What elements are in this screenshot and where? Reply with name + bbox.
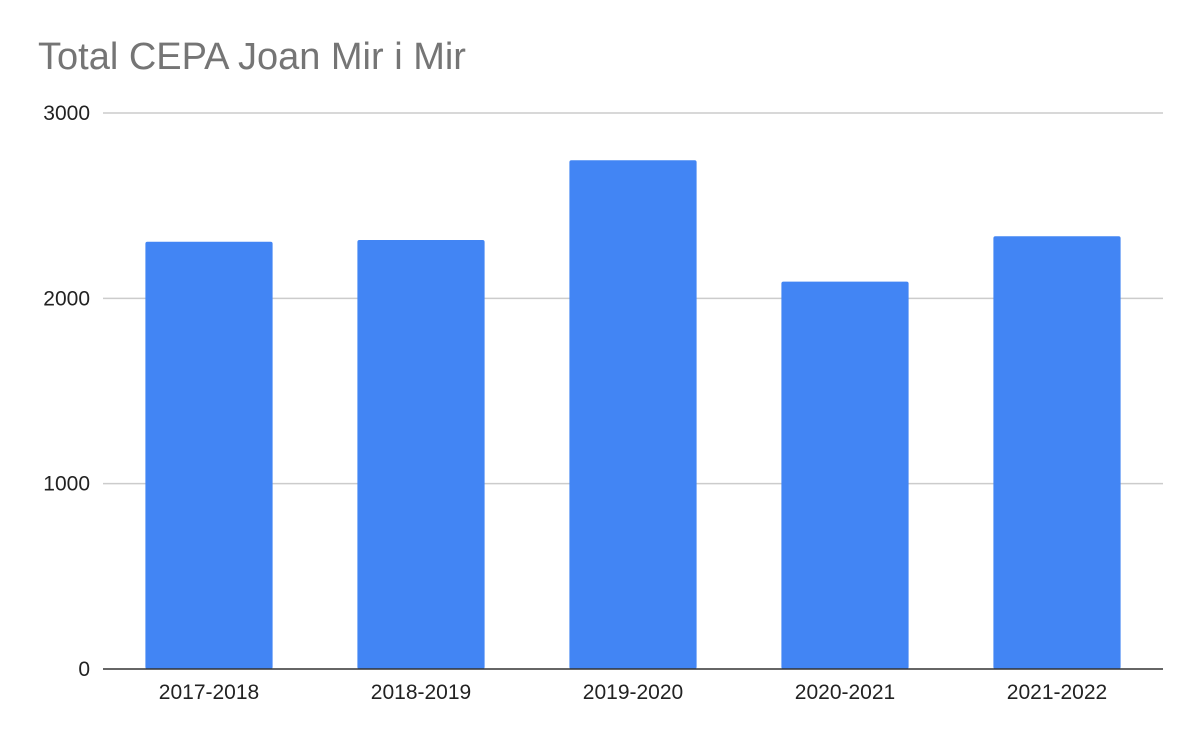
x-axis-ticks: 2017-2018 2018-2019 2019-2020 2020-2021 2021… <box>159 681 1107 704</box>
bars <box>145 160 1121 669</box>
y-tick-label: 3000 <box>43 102 90 125</box>
x-tick-label: 2019-2020 <box>583 681 683 704</box>
chart-title: Total CEPA Joan Mir i Mir <box>38 36 466 78</box>
x-tick-label: 2018-2019 <box>371 681 471 704</box>
bar-2020-2021 <box>781 281 909 669</box>
bar-2018-2019 <box>357 239 485 669</box>
y-tick-label: 0 <box>78 658 90 681</box>
y-tick-label: 1000 <box>43 473 90 496</box>
x-tick-label: 2021-2022 <box>1007 681 1107 704</box>
x-tick-label: 2017-2018 <box>159 681 259 704</box>
bar-2019-2020 <box>569 160 697 669</box>
bar-2021-2022 <box>993 236 1121 669</box>
bar-2017-2018 <box>145 241 273 669</box>
y-tick-label: 2000 <box>43 287 90 310</box>
x-tick-label: 2020-2021 <box>795 681 895 704</box>
y-axis-ticks: 0 1000 2000 3000 <box>43 102 90 681</box>
